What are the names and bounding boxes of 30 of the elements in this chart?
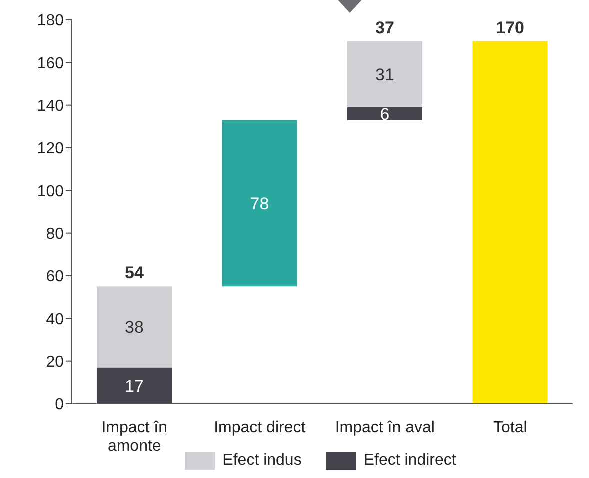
bar xyxy=(348,41,422,108)
data-label: 17 xyxy=(125,376,144,396)
y-tick-label: 40 xyxy=(46,311,64,328)
y-tick-label: 80 xyxy=(46,226,64,244)
bar xyxy=(472,41,548,404)
y-tick-label: 0 xyxy=(55,396,64,414)
data-label: 31 xyxy=(376,65,394,84)
total-label: 170 xyxy=(496,18,524,38)
data-label: 6 xyxy=(380,104,390,124)
y-tick-label: 140 xyxy=(37,98,64,116)
bar xyxy=(222,120,298,287)
bar xyxy=(97,368,172,404)
total-label: 54 xyxy=(125,264,144,283)
data-label: 78 xyxy=(250,194,270,214)
x-tick-label: Impact în aval xyxy=(335,419,435,436)
data-label: 38 xyxy=(125,318,144,338)
bar xyxy=(348,107,422,120)
x-tick-label: Total xyxy=(493,419,528,436)
x-tick-label: Impact în amonte xyxy=(102,419,168,455)
y-tick-label: 60 xyxy=(46,268,64,286)
legend-label: Efect indus xyxy=(222,452,302,470)
y-tick-label: 160 xyxy=(37,55,64,72)
legend-label: Efect indirect xyxy=(362,452,456,470)
y-tick-label: 120 xyxy=(37,140,64,158)
y-tick-label: 180 xyxy=(37,12,64,30)
total-label: 37 xyxy=(376,18,394,38)
y-tick-label: 20 xyxy=(46,354,64,372)
y-tick-label: 100 xyxy=(37,183,64,200)
x-tick-label: Impact direct xyxy=(214,419,306,436)
bar xyxy=(97,286,172,368)
